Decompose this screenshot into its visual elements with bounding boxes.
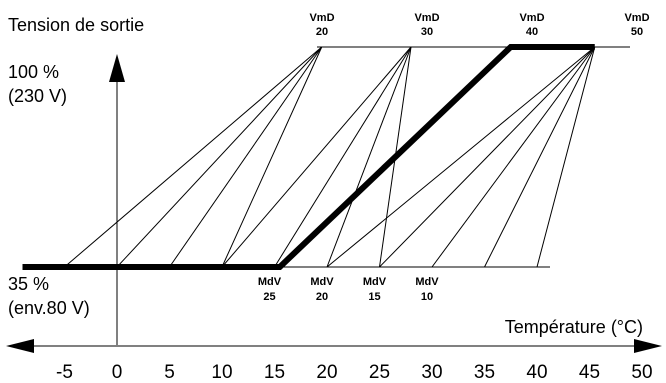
curve-line-2	[170, 47, 322, 267]
x-tick-label: 0	[112, 362, 123, 383]
level-high-label-1: 100 %	[8, 62, 59, 82]
vmd-value-1: 30	[421, 26, 433, 38]
x-tick-label: 50	[631, 362, 652, 383]
x-tick-label: 10	[211, 362, 232, 383]
mdv-value-0: 25	[263, 291, 275, 303]
vmd-label-2: VmD	[519, 12, 544, 24]
x-axis-arrow-left	[6, 339, 34, 353]
curve-line-11	[485, 47, 595, 267]
x-tick-label: 45	[579, 362, 600, 383]
vmd-label-0: VmD	[309, 12, 334, 24]
curve-line-0	[65, 47, 322, 267]
vmd-value-2: 40	[526, 26, 538, 38]
curve-line-9	[380, 47, 595, 267]
level-high-label-2: (230 V)	[8, 86, 67, 106]
x-axis-title: Température (°C)	[505, 317, 643, 337]
mdv-label-2: MdV	[363, 276, 387, 288]
curve-line-3	[222, 47, 322, 267]
x-tick-label: -5	[56, 362, 73, 383]
x-tick-label: 35	[474, 362, 495, 383]
mdv-value-1: 20	[316, 291, 328, 303]
curve-line-8	[327, 47, 595, 267]
x-tick-label: 20	[316, 362, 337, 383]
ticks-layer: -5 0 5 10 15 20 25 30 35 40 45 50	[56, 362, 653, 383]
vmd-label-1: VmD	[414, 12, 439, 24]
mdv-label-3: MdV	[415, 276, 439, 288]
curve-line-12	[537, 47, 595, 267]
vmd-label-3: VmD	[624, 12, 649, 24]
mdv-label-0: MdV	[258, 276, 282, 288]
mdv-label-1: MdV	[310, 276, 334, 288]
curve-line-5	[275, 47, 412, 267]
x-tick-label: 5	[164, 362, 175, 383]
vmd-value-0: 20	[316, 26, 328, 38]
x-tick-label: 30	[421, 362, 442, 383]
y-axis-arrow	[109, 54, 125, 82]
x-tick-label: 40	[526, 362, 547, 383]
vmd-value-3: 50	[631, 26, 643, 38]
vmd-labels: VmD 20 VmD 30 VmD 40 VmD 50	[309, 12, 649, 38]
mdv-value-3: 10	[421, 291, 433, 303]
mdv-value-2: 15	[368, 291, 380, 303]
level-low-label-1: 35 %	[8, 274, 49, 294]
highlight-curve	[23, 47, 595, 267]
curves-layer	[65, 47, 595, 267]
x-axis-arrow-right	[634, 339, 662, 353]
x-tick-label: 25	[369, 362, 390, 383]
highlight-layer	[23, 47, 595, 267]
curve-line-10	[432, 47, 595, 267]
curve-line-1	[117, 47, 322, 267]
x-tick-label: 15	[264, 362, 285, 383]
level-low-label-2: (env.80 V)	[8, 298, 90, 318]
mdv-labels: MdV 25 MdV 20 MdV 15 MdV 10	[258, 276, 439, 303]
y-axis-title: Tension de sortie	[8, 15, 144, 35]
